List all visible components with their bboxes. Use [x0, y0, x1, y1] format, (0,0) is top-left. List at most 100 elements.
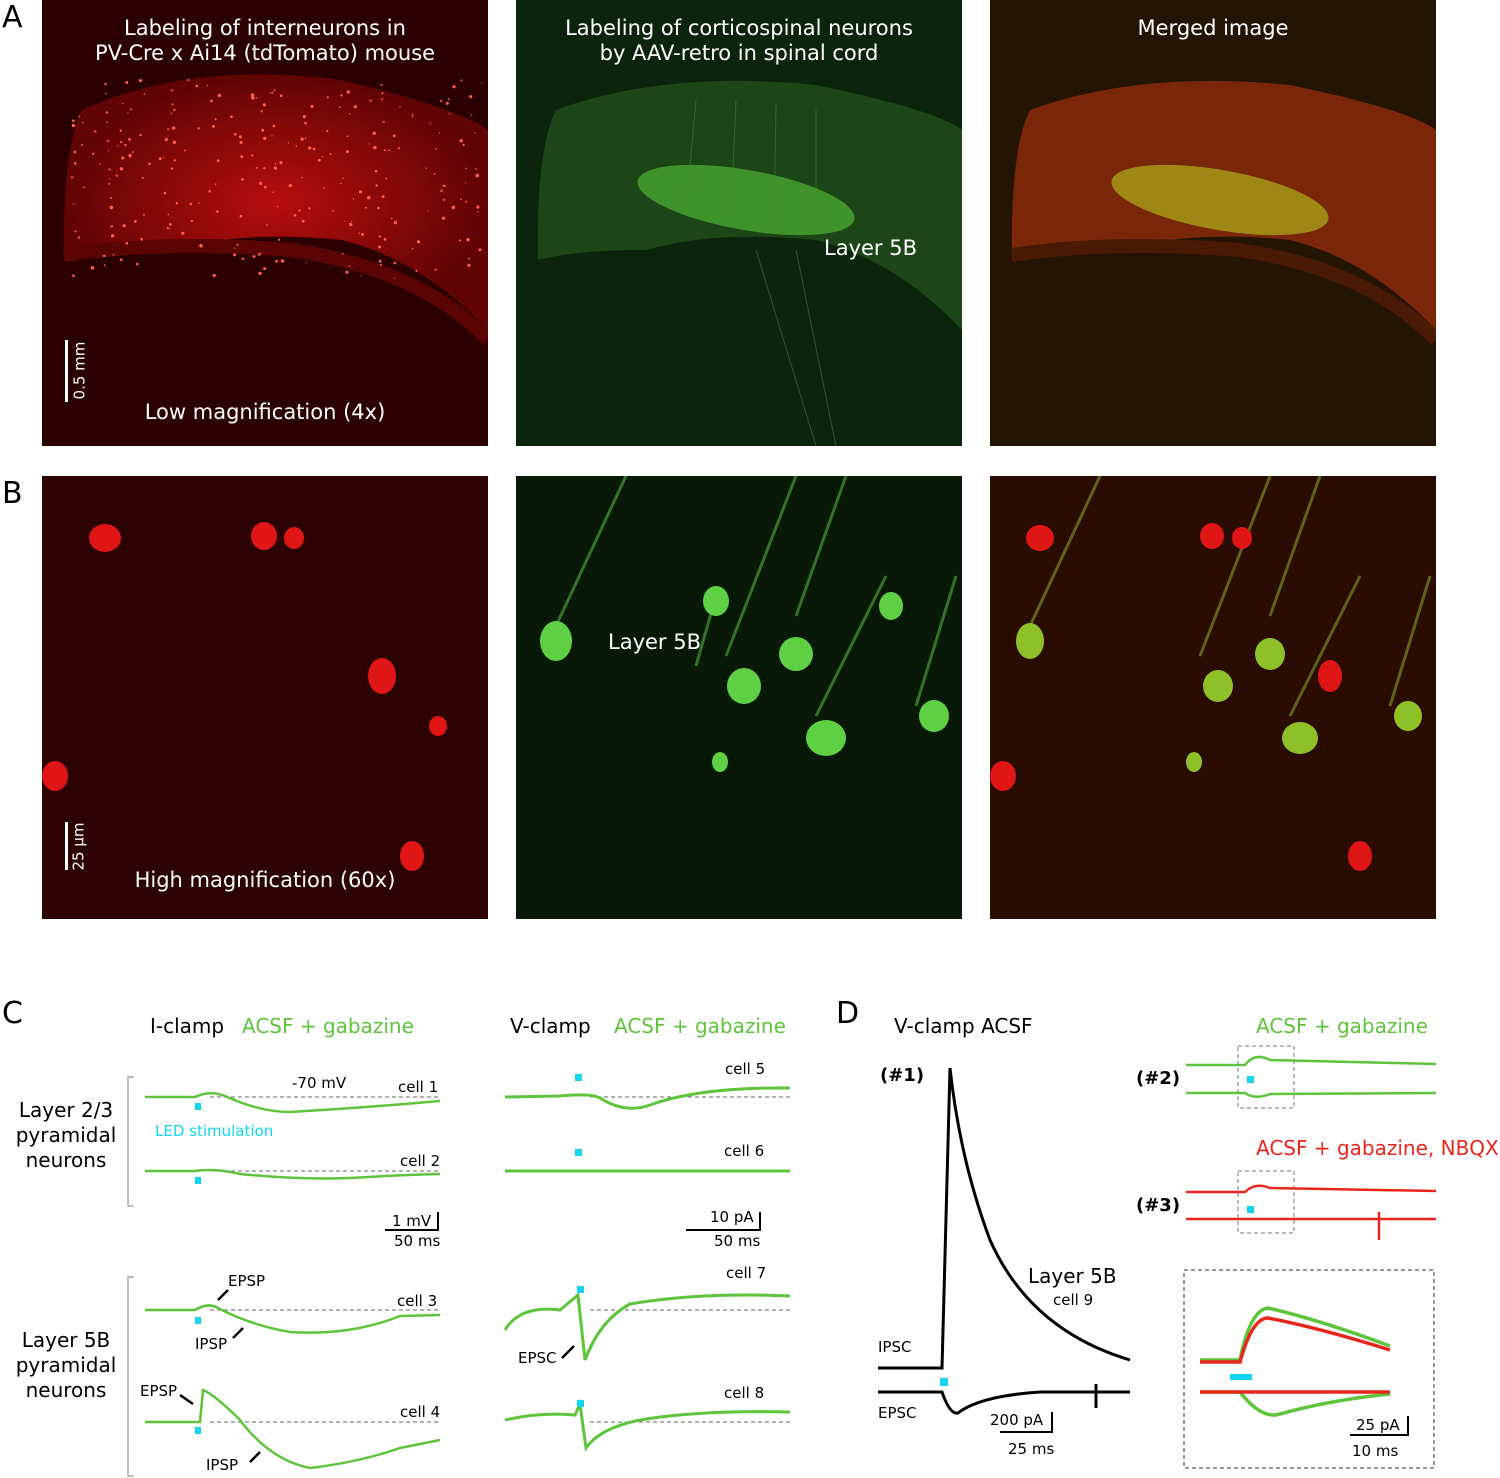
- cell-speckle: [399, 106, 401, 108]
- cell-speckle: [230, 115, 233, 119]
- cell-speckle: [217, 93, 222, 98]
- cortex-merged-image: [990, 0, 1436, 446]
- rec1-label: (#1): [880, 1065, 925, 1086]
- inset-scale-x: 10 ms: [1352, 1442, 1399, 1460]
- cell-speckle: [70, 176, 74, 179]
- ipsc-label: IPSC: [878, 1338, 912, 1356]
- d-scale-y: 200 pA: [990, 1411, 1044, 1429]
- cond-red-label: ACSF + gabazine, NBQX: [1256, 1136, 1499, 1160]
- arrow-epsp-cell3: [217, 1289, 229, 1301]
- cell-speckle: [168, 227, 170, 230]
- cell-speckle: [468, 257, 470, 260]
- cell-speckle: [128, 153, 132, 158]
- iclamp-scale-y: 1 mV: [392, 1212, 432, 1230]
- cell-speckle: [271, 135, 273, 137]
- cell-speckle: [274, 163, 277, 165]
- cell-speckle: [411, 114, 414, 117]
- cell-speckle: [136, 262, 139, 266]
- cell-speckle: [480, 82, 482, 84]
- cell-speckle: [448, 112, 451, 115]
- bracket-l23: [127, 1076, 134, 1207]
- cell-speckle: [71, 123, 76, 128]
- neurons-green-image: [516, 476, 962, 919]
- cell-speckle: [312, 147, 316, 151]
- cell-speckle: [352, 198, 355, 200]
- cell-speckle: [125, 81, 129, 84]
- led-marker-cell9: [940, 1378, 948, 1386]
- cell-speckle: [199, 243, 203, 248]
- cell-speckle: [99, 163, 101, 165]
- cell-speckle: [206, 84, 209, 87]
- cell-speckle: [349, 222, 353, 227]
- cell-speckle: [210, 99, 213, 103]
- epsc-label-cell7: EPSC: [518, 1349, 557, 1367]
- inset-scale-y: 25 pA: [1356, 1416, 1400, 1434]
- cell-speckle: [121, 156, 125, 160]
- cell-speckle: [163, 191, 167, 195]
- cell-speckle: [170, 89, 173, 92]
- cell-speckle: [239, 214, 243, 218]
- cell-speckle: [295, 145, 298, 147]
- cell-speckle: [272, 191, 274, 193]
- cell-speckle: [110, 234, 115, 238]
- cell-speckle: [238, 135, 242, 139]
- cell-speckle: [466, 238, 470, 242]
- cell-speckle: [310, 104, 314, 108]
- cell-speckle: [187, 78, 190, 82]
- panel-label-b: B: [2, 476, 23, 511]
- led-stim-label: LED stimulation: [155, 1122, 274, 1140]
- vclamp-condition: ACSF + gabazine: [614, 1014, 786, 1038]
- cell-7-label: cell 7: [726, 1264, 767, 1282]
- cell-1-label: cell 1: [398, 1078, 439, 1096]
- cell-speckle: [345, 270, 349, 274]
- cell-speckle: [164, 139, 167, 142]
- cell-speckle: [373, 145, 377, 150]
- cell-speckle: [169, 223, 172, 226]
- cell-speckle: [171, 103, 174, 106]
- cell-speckle: [158, 157, 162, 161]
- arrow-epsp-cell4: [179, 1393, 194, 1406]
- arrow-epsc-cell7: [561, 1345, 575, 1359]
- cell-speckle: [475, 168, 477, 171]
- iclamp-scale-bar: [385, 1212, 439, 1231]
- cell-speckle: [258, 271, 262, 276]
- cell-speckle: [128, 138, 131, 141]
- led-marker-cell7: [577, 1286, 584, 1293]
- cell-speckle: [130, 108, 132, 111]
- bracket-l5b: [127, 1276, 134, 1477]
- cell-speckle: [378, 245, 382, 249]
- cell-speckle: [308, 146, 312, 150]
- cell-speckle: [476, 205, 480, 209]
- cell-speckle: [440, 189, 443, 192]
- cell-speckle: [92, 152, 95, 155]
- cell-speckle: [367, 195, 371, 200]
- cell-speckle: [105, 111, 109, 114]
- vclamp-scale-y: 10 pA: [710, 1208, 754, 1226]
- cell-speckle: [257, 253, 261, 256]
- rec2-label: (#2): [1136, 1068, 1181, 1089]
- layer-label-b: Layer 5B: [608, 630, 701, 654]
- cell-6-label: cell 6: [724, 1142, 765, 1160]
- cell-speckle: [263, 167, 266, 170]
- cell-speckle: [344, 220, 346, 222]
- cell-speckle: [369, 99, 372, 102]
- cell-speckle: [115, 174, 118, 177]
- rec3-label: (#3): [1136, 1195, 1181, 1216]
- cell-speckle: [122, 224, 126, 228]
- cell-speckle: [255, 167, 258, 169]
- cell-speckle: [216, 210, 219, 213]
- cell-speckle: [470, 114, 473, 117]
- cell-speckle: [381, 98, 383, 101]
- cell-speckle: [258, 181, 263, 185]
- cell-speckle: [378, 235, 381, 238]
- cell-speckle: [162, 157, 165, 159]
- layer-5b-label-d: Layer 5B: [1028, 1264, 1117, 1288]
- cell-speckle: [256, 97, 258, 99]
- cell-speckle: [77, 237, 79, 239]
- cell-speckle: [443, 198, 446, 201]
- cell-speckle: [391, 217, 393, 220]
- cell-speckle: [478, 248, 482, 252]
- cell-speckle: [108, 168, 111, 171]
- cell-speckle: [346, 135, 349, 137]
